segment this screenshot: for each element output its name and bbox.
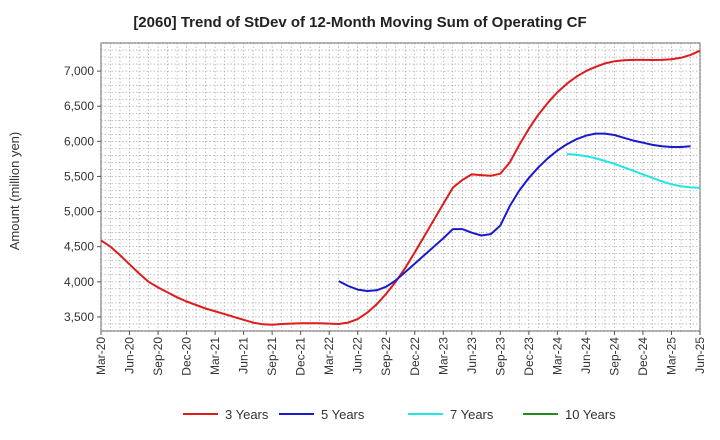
y-tick-label: 4,000: [64, 275, 94, 289]
x-tick-label: Mar-20: [94, 337, 108, 375]
series-line-5-years: [338, 132, 691, 292]
x-tick-label: Jun-23: [465, 337, 479, 374]
legend-label-10-years: 10 Years: [565, 407, 616, 422]
y-axis-label: Amount (million yen): [7, 132, 22, 251]
y-tick-label: 6,500: [64, 99, 94, 113]
x-tick-label: Sep-23: [493, 337, 507, 376]
plot-area: [100, 42, 701, 332]
chart-title: [2060] Trend of StDev of 12-Month Moving…: [133, 14, 586, 31]
x-tick-label: Dec-21: [294, 337, 308, 376]
series-line-7-years: [566, 153, 701, 189]
x-tick-label: Mar-25: [664, 337, 678, 375]
x-tick-label: Sep-24: [607, 337, 621, 376]
y-axis: 3,500 4,000 4,500 5,000 5,500 6,000 6,500 7,000: [64, 64, 101, 324]
plot-border: [100, 42, 701, 332]
legend: 3 Years 5 Years 7 Years 10 Years: [183, 407, 616, 422]
series-line-3-years: [100, 49, 701, 326]
x-tick-label: Mar-23: [436, 337, 450, 375]
x-tick-label: Jun-24: [579, 337, 593, 374]
x-tick-label: Jun-21: [237, 337, 251, 374]
x-tick-label: Dec-24: [636, 337, 650, 376]
x-tick-label: Dec-22: [408, 337, 422, 376]
y-tick-label: 5,000: [64, 205, 94, 219]
legend-label-3-years: 3 Years: [225, 407, 269, 422]
x-tick-label: Mar-22: [322, 337, 336, 375]
x-tick-label: Jun-25: [693, 337, 707, 374]
x-tick-label: Mar-21: [208, 337, 222, 375]
y-tick-label: 5,500: [64, 169, 94, 183]
x-tick-label: Sep-21: [265, 337, 279, 376]
x-tick-label: Jun-20: [123, 337, 137, 374]
x-tick-label: Dec-23: [522, 337, 536, 376]
x-tick-label: Sep-22: [379, 337, 393, 376]
legend-label-5-years: 5 Years: [321, 407, 365, 422]
y-tick-label: 6,000: [64, 134, 94, 148]
y-tick-label: 4,500: [64, 240, 94, 254]
x-tick-label: Sep-20: [151, 337, 165, 376]
x-tick-label: Jun-22: [351, 337, 365, 374]
x-tick-label: Dec-20: [180, 337, 194, 376]
legend-label-7-years: 7 Years: [450, 407, 494, 422]
x-tick-label: Mar-24: [550, 337, 564, 375]
y-tick-label: 7,000: [64, 64, 94, 78]
series-layer: [100, 49, 701, 326]
x-axis: Mar-20 Jun-20 Sep-20 Dec-20 Mar-21 Jun-21 Sep-…: [94, 331, 707, 376]
y-tick-label: 3,500: [64, 310, 94, 324]
